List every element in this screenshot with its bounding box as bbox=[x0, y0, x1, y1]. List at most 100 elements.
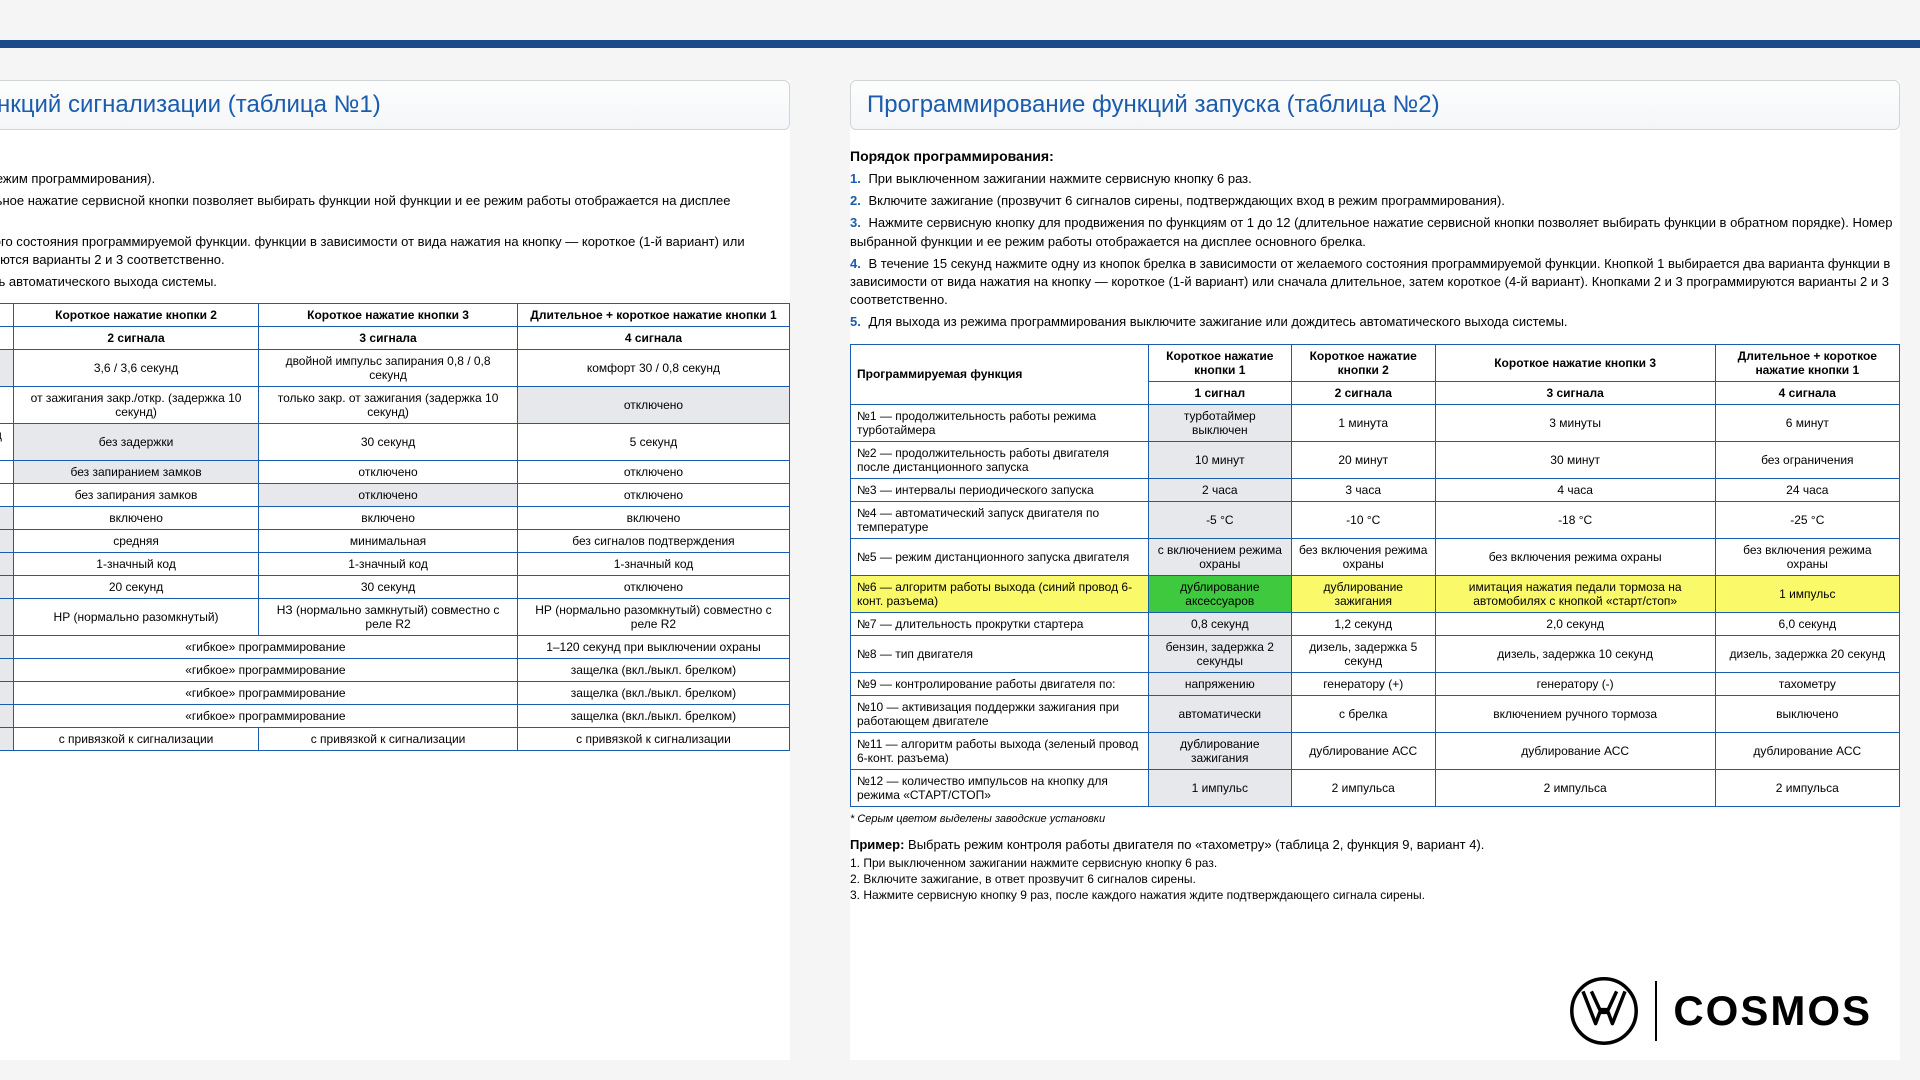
example-text: Выбрать режим контроля работы двигателя … bbox=[908, 837, 1484, 852]
cell: НЗ (нормально замкнутый) bbox=[0, 599, 13, 636]
table-1: Короткое нажатие кнопки 1Короткое нажати… bbox=[0, 303, 790, 751]
table-row: выключеновключеновключеновключено bbox=[0, 507, 790, 530]
cell: дублирование зажигания bbox=[1291, 575, 1435, 612]
table-row: с запиранием замковбез запирания замково… bbox=[0, 484, 790, 507]
step-number: 5. bbox=[850, 314, 861, 329]
cell: 1-значный код bbox=[517, 553, 789, 576]
cell: 10 секунд bbox=[0, 576, 13, 599]
cell: дублирование аксессуаров bbox=[1148, 575, 1291, 612]
table-row: №5 — режим дистанционного запуска двигат… bbox=[851, 538, 1900, 575]
cell: с брелка bbox=[1291, 695, 1435, 732]
function-cell: №6 — алгоритм работы выхода (синий прово… bbox=[851, 575, 1149, 612]
cell: от зажигания закр./откр. (задержка 10 се… bbox=[13, 387, 258, 424]
step-item: 5. Для выхода из режима программирования… bbox=[850, 313, 1900, 331]
cell: 3 минуты bbox=[1435, 404, 1715, 441]
cell: дублирование зажигания bbox=[1148, 732, 1291, 769]
column-header: Длительное + короткое нажатие кнопки 1 bbox=[517, 304, 789, 327]
cell: 0,8 / 0,8 секунд bbox=[0, 350, 13, 387]
signal-cell: 4 сигнала bbox=[517, 327, 789, 350]
table-2-header-row: Программируемая функцияКороткое нажатие … bbox=[851, 344, 1900, 381]
cell: без привязки к сигнализации bbox=[0, 728, 13, 751]
cell: дублирование АСС bbox=[1291, 732, 1435, 769]
cell: с включением режима охраны bbox=[1148, 538, 1291, 575]
cell: 20 минут bbox=[1291, 441, 1435, 478]
table-1-signal-row: 1 сигнал2 сигнала3 сигнала4 сигнала bbox=[0, 327, 790, 350]
cell: напряжению bbox=[1148, 672, 1291, 695]
example-steps: 1. При выключенном зажигании нажмите сер… bbox=[850, 856, 1900, 902]
table-row: 0,8 секунд (2-х шаговое отпирание замков… bbox=[0, 682, 790, 705]
cell: 2 импульса bbox=[1291, 769, 1435, 806]
cell: отключено bbox=[259, 461, 518, 484]
function-cell: №3 — интервалы периодического запуска bbox=[851, 478, 1149, 501]
signal-cell: 1 сигнал bbox=[1148, 381, 1291, 404]
table-row: 1-значный код = 31-значный код1-значный … bbox=[0, 553, 790, 576]
cell: 1 минута bbox=[1291, 404, 1435, 441]
cell: 0,8 секунд (2-х шаговое отпирание замков… bbox=[0, 682, 13, 705]
example-step: 3. Нажмите сервисную кнопку 9 раз, после… bbox=[850, 888, 1900, 902]
table-row: №1 — продолжительность работы режима тур… bbox=[851, 404, 1900, 441]
cell: включено bbox=[517, 507, 789, 530]
cell: дизель, задержка 10 секунд bbox=[1435, 635, 1715, 672]
right-steps: 1. При выключенном зажигании нажмите сер… bbox=[850, 170, 1900, 332]
cell: 4 часа bbox=[1435, 478, 1715, 501]
cell: с запиранием замков bbox=[0, 484, 13, 507]
cell: защелка (вкл./выкл. брелком) bbox=[517, 705, 789, 728]
signal-cell: 4 сигнала bbox=[1715, 381, 1899, 404]
function-cell: №12 — количество импульсов на кнопку для… bbox=[851, 769, 1149, 806]
step-item: 4. В течение 15 секунд нажмите одну из к… bbox=[850, 255, 1900, 310]
cell: 2 импульса bbox=[1435, 769, 1715, 806]
function-cell: №10 — активизация поддержки зажигания пр… bbox=[851, 695, 1149, 732]
cell: защелка (вкл./выкл. брелком) bbox=[517, 682, 789, 705]
cell: комфорт 30 / 0,8 секунд bbox=[517, 350, 789, 387]
cell: автоматически bbox=[1148, 695, 1291, 732]
cell: -10 °C bbox=[1291, 501, 1435, 538]
step-number: 2. bbox=[850, 872, 860, 886]
left-column: нных и сервисных функций сигнализации (т… bbox=[0, 80, 790, 1060]
table-row: №10 — активизация поддержки зажигания пр… bbox=[851, 695, 1900, 732]
cell: без запирания замков bbox=[13, 484, 258, 507]
cell: 3 часа bbox=[1291, 478, 1435, 501]
left-panel-title: нных и сервисных функций сигнализации (т… bbox=[0, 80, 790, 130]
column-header: Короткое нажатие кнопки 2 bbox=[1291, 344, 1435, 381]
table-row: №4 — автоматический запуск двигателя по … bbox=[851, 501, 1900, 538]
cell: до выключения подсветки салона (60 секун… bbox=[0, 424, 13, 461]
cell: дизель, задержка 5 секунд bbox=[1291, 635, 1435, 672]
table-row: НЗ (нормально замкнутый)НР (нормально ра… bbox=[0, 599, 790, 636]
table-row: 0,8 секунд«гибкое» программированиезащел… bbox=[0, 705, 790, 728]
cell: 1-значный код = 3 bbox=[0, 553, 13, 576]
cell: 0,8 секунд bbox=[0, 705, 13, 728]
function-cell: №5 — режим дистанционного запуска двигат… bbox=[851, 538, 1149, 575]
cell: с привязкой к сигнализации bbox=[13, 728, 258, 751]
table-row: с запиранием замковбез запиранием замков… bbox=[0, 461, 790, 484]
cell: 10 минут bbox=[1148, 441, 1291, 478]
steps-header: Порядок программирования: bbox=[850, 148, 1900, 164]
cell: без запиранием замков bbox=[13, 461, 258, 484]
cell: турботаймер выключен bbox=[1148, 404, 1291, 441]
example-label: Пример: bbox=[850, 837, 904, 852]
cell: 0,8 секунд bbox=[1148, 612, 1291, 635]
step-number: 3. bbox=[850, 215, 861, 230]
signal-cell: 2 сигнала bbox=[13, 327, 258, 350]
function-cell: №1 — продолжительность работы режима тур… bbox=[851, 404, 1149, 441]
cell: -5 °C bbox=[1148, 501, 1291, 538]
cell: без включения режима охраны bbox=[1291, 538, 1435, 575]
cell: отключено bbox=[259, 484, 518, 507]
cell: 1–120 секунд при выключении охраны bbox=[517, 636, 789, 659]
step-item: 1. При выключенном зажигании нажмите сер… bbox=[850, 170, 1900, 188]
cell: 30 секунд bbox=[259, 576, 518, 599]
step-item: 2. Включите зажигание (прозвучит 6 сигна… bbox=[850, 192, 1900, 210]
cell: 30 минут bbox=[1435, 441, 1715, 478]
cell: тахометру bbox=[1715, 672, 1899, 695]
step-item: те сервисную кнопку 5 раз. bbox=[0, 148, 790, 166]
function-cell: №4 — автоматический запуск двигателя по … bbox=[851, 501, 1149, 538]
cell: 1-значный код bbox=[13, 553, 258, 576]
step-number: 1. bbox=[850, 171, 861, 186]
right-footnote: * Серым цветом выделены заводские устано… bbox=[850, 813, 1900, 825]
cell: НР (нормально разомкнутый) bbox=[13, 599, 258, 636]
cell: -25 °C bbox=[1715, 501, 1899, 538]
left-footnote: тановки bbox=[0, 757, 790, 769]
cell: с запиранием замков bbox=[0, 461, 13, 484]
cell: отключено bbox=[517, 387, 789, 424]
table-row: №12 — количество импульсов на кнопку для… bbox=[851, 769, 1900, 806]
page: нных и сервисных функций сигнализации (т… bbox=[0, 0, 1920, 1080]
